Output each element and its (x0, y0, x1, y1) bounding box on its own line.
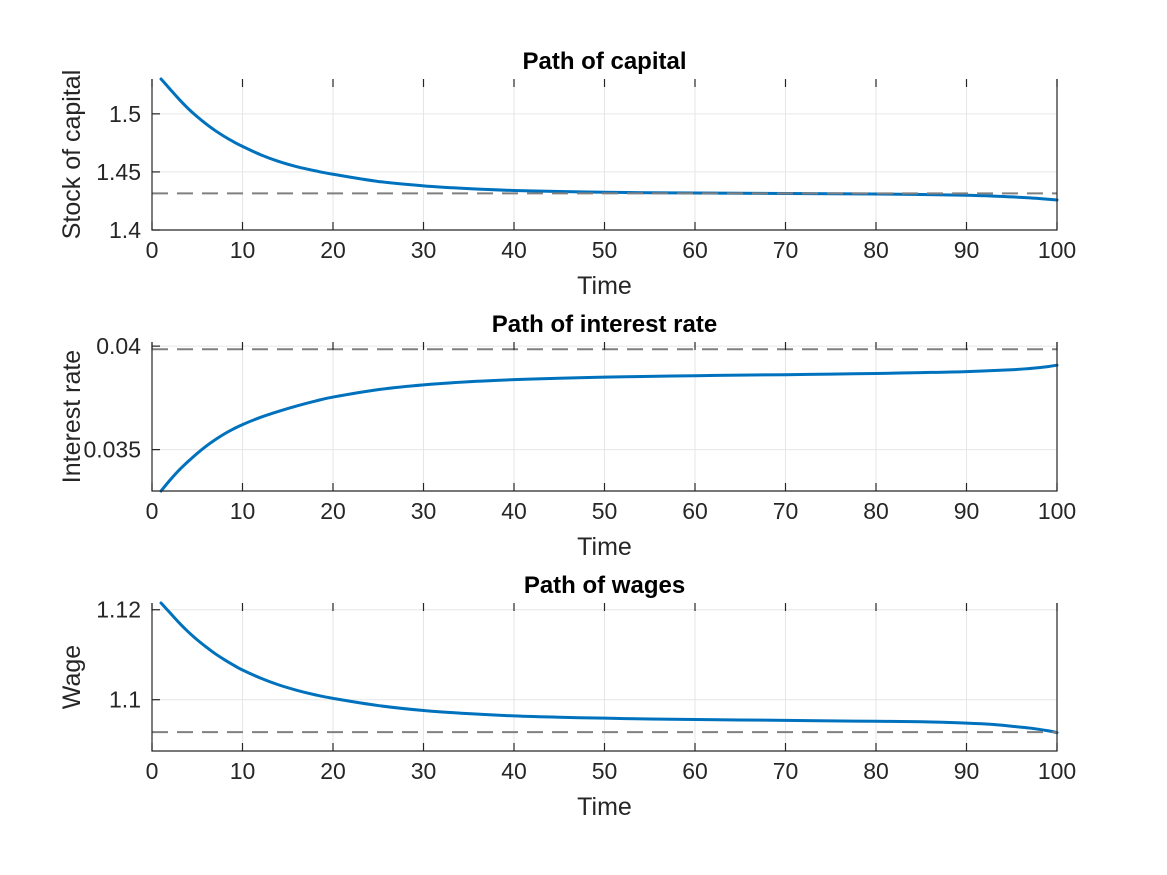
chart-title: Path of capital (522, 48, 686, 75)
x-axis-label: Time (577, 272, 632, 300)
chart-title: Path of wages (524, 572, 685, 599)
x-axis-label: Time (577, 533, 632, 561)
y-tick-label: 1.45 (96, 159, 141, 185)
chart-capital: 0 10 20 30 40 50 60 70 80 90 100 1.4 1.45 1.5 Path of … (58, 48, 1076, 300)
series-line (159, 601, 1059, 735)
x-tick-label: 60 (682, 758, 708, 784)
x-tick-label: 70 (773, 758, 799, 784)
x-tick-label: 10 (230, 758, 256, 784)
x-tick-label: 40 (501, 758, 527, 784)
x-tick-label: 100 (1038, 237, 1076, 263)
x-tick-label: 100 (1038, 758, 1076, 784)
x-tick-label: 30 (411, 498, 437, 524)
x-tick-label: 10 (230, 237, 256, 263)
x-tick-label: 90 (954, 498, 980, 524)
chart-title: Path of interest rate (492, 311, 717, 338)
x-tick-label: 20 (320, 758, 346, 784)
x-tick-label: 40 (501, 237, 527, 263)
x-tick-label: 60 (682, 498, 708, 524)
x-tick-label: 0 (146, 498, 159, 524)
y-tick-label: 1.12 (96, 597, 141, 623)
y-axis-label: Stock of capital (58, 70, 86, 240)
x-tick-label: 40 (501, 498, 527, 524)
x-tick-label: 80 (863, 758, 889, 784)
series-line (159, 363, 1059, 493)
x-tick-label: 50 (592, 498, 618, 524)
x-tick-label: 0 (146, 237, 159, 263)
x-tick-label: 70 (773, 237, 799, 263)
y-tick-label: 1.5 (109, 101, 141, 127)
x-tick-label: 30 (411, 758, 437, 784)
x-tick-label: 50 (592, 237, 618, 263)
x-tick-label: 100 (1038, 498, 1076, 524)
y-tick-label: 1.4 (109, 217, 141, 243)
x-tick-label: 50 (592, 758, 618, 784)
x-tick-label: 70 (773, 498, 799, 524)
x-tick-label: 80 (863, 498, 889, 524)
x-tick-label: 30 (411, 237, 437, 263)
x-tick-label: 20 (320, 237, 346, 263)
series-line (159, 77, 1059, 202)
x-tick-label: 90 (954, 237, 980, 263)
x-tick-label: 10 (230, 498, 256, 524)
x-tick-label: 80 (863, 237, 889, 263)
y-axis-label: Wage (58, 645, 86, 709)
x-tick-label: 0 (146, 758, 159, 784)
x-tick-label: 60 (682, 237, 708, 263)
x-axis-label: Time (577, 793, 632, 821)
y-tick-label: 0.035 (83, 437, 141, 463)
chart-interest: 0 10 20 30 40 50 60 70 80 90 100 0.035 0.04 Path of i… (58, 311, 1076, 561)
y-axis-label: Interest rate (58, 350, 86, 483)
y-tick-label: 1.1 (109, 687, 141, 713)
x-tick-label: 20 (320, 498, 346, 524)
chart-wages: 0 10 20 30 40 50 60 70 80 90 100 1.1 1.12 Path of wag… (58, 572, 1076, 821)
y-tick-label: 0.04 (96, 333, 141, 359)
x-tick-label: 90 (954, 758, 980, 784)
